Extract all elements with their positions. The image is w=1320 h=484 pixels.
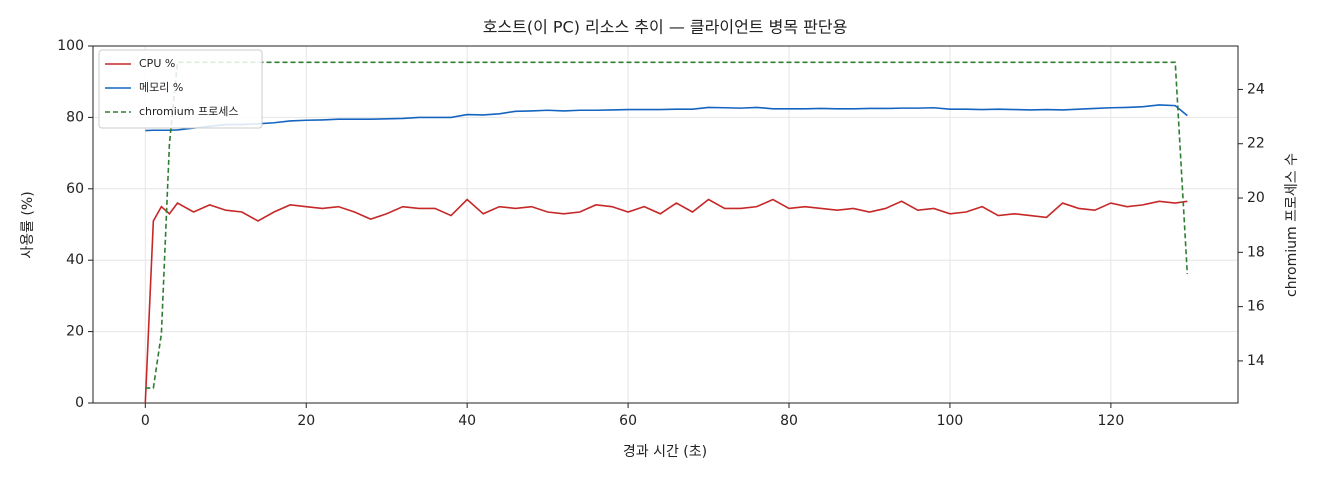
x-tick-label: 60 [619,413,637,429]
legend-box [98,49,263,129]
x-tick-label: 40 [458,413,476,429]
y-tick-label: 60 [66,181,84,197]
x-tick-label: 0 [141,413,150,429]
y-tick-label: 100 [57,38,84,54]
series-line [145,61,1189,389]
legend-label: CPU % [139,57,175,70]
y-tick-label: 20 [66,324,84,340]
y2-axis-label: chromium 프로세스 수 [1284,153,1300,297]
x-axis-label: 경과 시간 (초) [623,444,707,460]
x-tick-label: 100 [937,413,964,429]
y2-tick-label: 20 [1247,190,1265,206]
y2-tick-label: 18 [1247,244,1265,260]
x-tick-label: 20 [297,413,315,429]
legend-label: 메모리 % [139,81,183,94]
y2-tick-label: 16 [1247,299,1265,315]
y-tick-label: 40 [66,252,84,268]
y-tick-label: 80 [66,109,84,125]
plot-frame [92,45,1239,404]
y2-tick-label: 24 [1247,81,1265,97]
chart-title: 호스트(이 PC) 리소스 추이 — 클라이언트 병목 판단용 [483,18,848,37]
x-tick-label: 120 [1098,413,1125,429]
y2-tick-label: 22 [1247,136,1265,152]
y-tick-label: 0 [75,395,84,411]
y-axis-label: 사용률 (%) [20,191,36,258]
series-line [144,198,1188,404]
legend-label: chromium 프로세스 [139,105,238,118]
y2-tick-label: 14 [1247,353,1265,369]
x-tick-label: 80 [780,413,798,429]
series-line [145,104,1188,132]
